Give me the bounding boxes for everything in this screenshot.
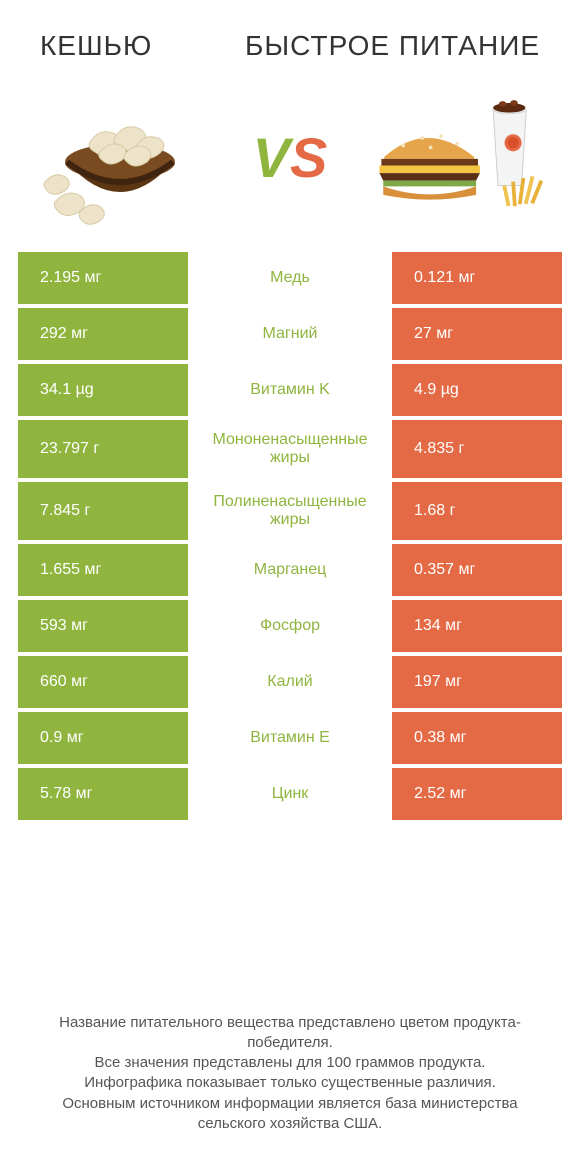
right-value-cell: 134 мг xyxy=(392,600,562,652)
header: КЕШЬЮ БЫСТРОЕ ПИТАНИЕ xyxy=(0,0,580,72)
vs-v: V xyxy=(253,126,290,189)
vs-label: VS xyxy=(253,125,328,190)
left-value-cell: 660 мг xyxy=(18,656,188,708)
nutrient-name-cell: Мононенасыщенные жиры xyxy=(188,420,392,478)
images-row: VS xyxy=(0,72,580,252)
footer-notes: Название питательного вещества представл… xyxy=(0,1013,580,1135)
nutrient-row: 1.655 мгМарганец0.357 мг xyxy=(18,544,562,596)
left-value-cell: 2.195 мг xyxy=(18,252,188,304)
nutrient-row: 593 мгФосфор134 мг xyxy=(18,600,562,652)
right-product-title: БЫСТРОЕ ПИТАНИЕ xyxy=(245,30,540,62)
nutrient-name-cell: Цинк xyxy=(188,768,392,820)
footer-line: Название питательного вещества представл… xyxy=(30,1013,550,1054)
left-value-cell: 0.9 мг xyxy=(18,712,188,764)
right-value-cell: 4.835 г xyxy=(392,420,562,478)
vs-s: S xyxy=(290,126,327,189)
nutrient-name-cell: Калий xyxy=(188,656,392,708)
left-value-cell: 7.845 г xyxy=(18,482,188,540)
left-product-title: КЕШЬЮ xyxy=(40,30,152,62)
right-value-cell: 2.52 мг xyxy=(392,768,562,820)
right-value-cell: 4.9 µg xyxy=(392,364,562,416)
left-value-cell: 1.655 мг xyxy=(18,544,188,596)
nutrient-row: 292 мгМагний27 мг xyxy=(18,308,562,360)
nutrient-row: 0.9 мгВитамин E0.38 мг xyxy=(18,712,562,764)
left-value-cell: 593 мг xyxy=(18,600,188,652)
footer-line: Инфографика показывает только существенн… xyxy=(30,1073,550,1093)
right-value-cell: 0.357 мг xyxy=(392,544,562,596)
right-value-cell: 27 мг xyxy=(392,308,562,360)
nutrient-name-cell: Фосфор xyxy=(188,600,392,652)
fastfood-image xyxy=(370,82,550,232)
nutrient-row: 23.797 гМононенасыщенные жиры4.835 г xyxy=(18,420,562,478)
left-value-cell: 292 мг xyxy=(18,308,188,360)
left-value-cell: 34.1 µg xyxy=(18,364,188,416)
footer-line: Все значения представлены для 100 граммо… xyxy=(30,1053,550,1073)
nutrient-name-cell: Марганец xyxy=(188,544,392,596)
nutrient-name-cell: Медь xyxy=(188,252,392,304)
nutrient-row: 2.195 мгМедь0.121 мг xyxy=(18,252,562,304)
footer-line: Основным источником информации является … xyxy=(30,1094,550,1135)
left-value-cell: 5.78 мг xyxy=(18,768,188,820)
nutrient-row: 5.78 мгЦинк2.52 мг xyxy=(18,768,562,820)
nutrient-name-cell: Полиненасыщенные жиры xyxy=(188,482,392,540)
right-value-cell: 197 мг xyxy=(392,656,562,708)
nutrient-row: 34.1 µgВитамин K4.9 µg xyxy=(18,364,562,416)
nutrient-row: 7.845 гПолиненасыщенные жиры1.68 г xyxy=(18,482,562,540)
right-value-cell: 0.121 мг xyxy=(392,252,562,304)
nutrient-name-cell: Витамин E xyxy=(188,712,392,764)
right-value-cell: 0.38 мг xyxy=(392,712,562,764)
right-value-cell: 1.68 г xyxy=(392,482,562,540)
nutrient-name-cell: Витамин K xyxy=(188,364,392,416)
nutrient-name-cell: Магний xyxy=(188,308,392,360)
nutrient-row: 660 мгКалий197 мг xyxy=(18,656,562,708)
left-value-cell: 23.797 г xyxy=(18,420,188,478)
cashew-image xyxy=(30,82,210,232)
nutrient-table: 2.195 мгМедь0.121 мг292 мгМагний27 мг34.… xyxy=(0,252,580,820)
